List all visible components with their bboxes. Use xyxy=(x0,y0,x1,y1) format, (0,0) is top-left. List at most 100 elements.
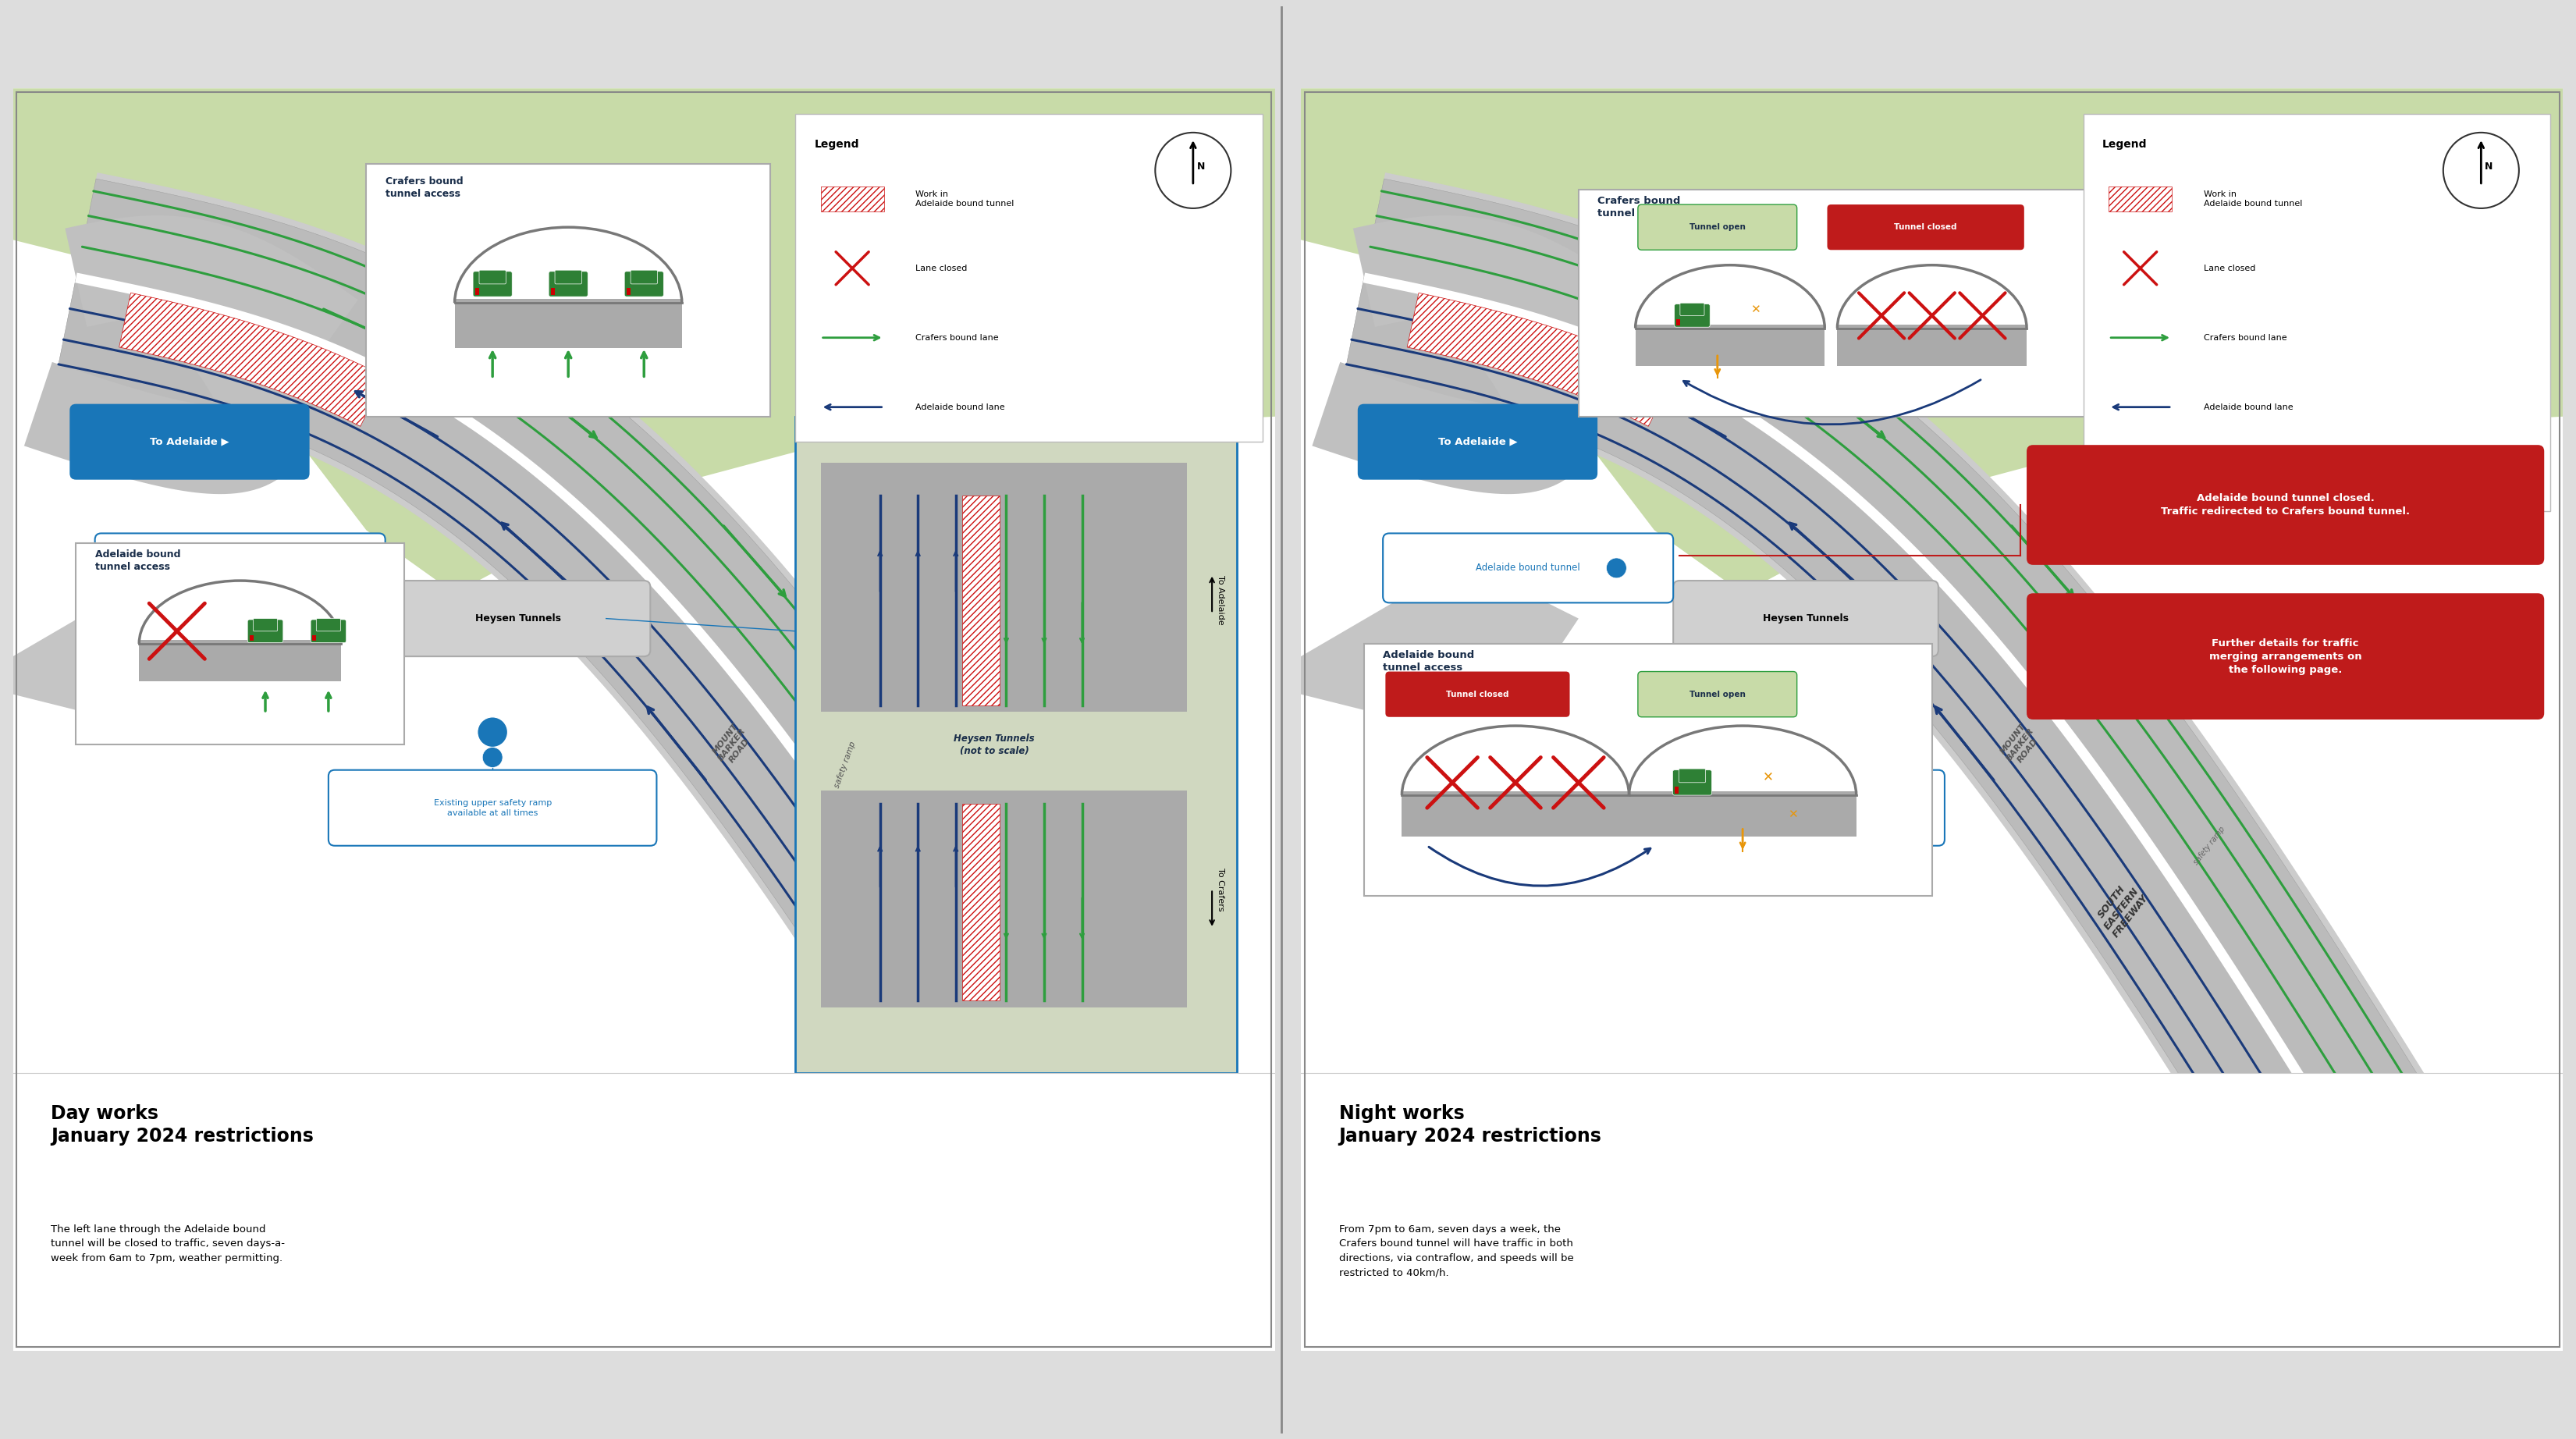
Bar xyxy=(796,416,1236,1073)
Text: From 7pm to 6am, seven days a week, the
Crafers bound tunnel will have traffic i: From 7pm to 6am, seven days a week, the … xyxy=(1340,1225,1574,1278)
FancyBboxPatch shape xyxy=(1638,204,1798,250)
Circle shape xyxy=(2442,132,2519,209)
Circle shape xyxy=(1607,558,1625,578)
Bar xyxy=(1365,643,1932,896)
Bar xyxy=(366,164,770,416)
Circle shape xyxy=(1765,717,1795,747)
Text: safety ramp: safety ramp xyxy=(904,825,938,866)
Text: To Adelaide ▶: To Adelaide ▶ xyxy=(1437,436,1517,448)
Bar xyxy=(822,186,884,212)
Polygon shape xyxy=(75,273,1190,1360)
Bar xyxy=(1677,319,1680,325)
Text: Heysen Tunnels: Heysen Tunnels xyxy=(1762,613,1850,623)
FancyBboxPatch shape xyxy=(1672,770,1710,796)
Text: safety ramp: safety ramp xyxy=(832,740,858,789)
Text: ✕: ✕ xyxy=(1788,809,1798,820)
Bar xyxy=(312,635,317,640)
Text: safety ramp: safety ramp xyxy=(2192,825,2226,866)
Polygon shape xyxy=(1345,178,2561,1412)
FancyBboxPatch shape xyxy=(247,620,283,643)
Text: Legend: Legend xyxy=(814,140,860,150)
FancyBboxPatch shape xyxy=(2228,1275,2468,1351)
Text: Measdays Bridge: Measdays Bridge xyxy=(907,1168,987,1179)
Text: Crafers bound
tunnel access: Crafers bound tunnel access xyxy=(1597,196,1680,219)
Text: Work in
Adelaide bound tunnel: Work in Adelaide bound tunnel xyxy=(914,190,1015,207)
Bar xyxy=(250,635,252,640)
FancyBboxPatch shape xyxy=(940,1275,1180,1351)
Text: Tunnel open: Tunnel open xyxy=(1690,223,1747,232)
Bar xyxy=(1401,791,1628,837)
FancyBboxPatch shape xyxy=(827,1140,1066,1209)
FancyBboxPatch shape xyxy=(623,272,665,296)
FancyBboxPatch shape xyxy=(554,271,582,283)
Text: Existing upper safety ramp
available at all times: Existing upper safety ramp available at … xyxy=(433,799,551,817)
Polygon shape xyxy=(13,568,291,720)
Polygon shape xyxy=(1342,173,2566,1415)
Text: Lane closed: Lane closed xyxy=(2202,265,2254,272)
Bar xyxy=(13,1073,1275,1351)
FancyBboxPatch shape xyxy=(1383,534,1674,603)
Polygon shape xyxy=(64,216,358,381)
Polygon shape xyxy=(1311,246,1597,494)
Text: ✕: ✕ xyxy=(1762,770,1772,783)
FancyBboxPatch shape xyxy=(1826,204,2025,250)
Text: Legend: Legend xyxy=(2102,140,2148,150)
FancyBboxPatch shape xyxy=(327,770,657,846)
Bar xyxy=(75,543,404,745)
Bar xyxy=(796,114,1262,442)
FancyBboxPatch shape xyxy=(70,404,309,479)
Text: Adelaide bound
tunnel access: Adelaide bound tunnel access xyxy=(95,550,180,571)
Bar xyxy=(626,288,631,295)
Circle shape xyxy=(2200,1114,2221,1134)
Bar xyxy=(1365,643,1932,896)
Text: To Adelaide: To Adelaide xyxy=(1216,576,1224,625)
Bar xyxy=(2084,114,2550,511)
Text: Crafers bound lane: Crafers bound lane xyxy=(914,334,999,341)
FancyBboxPatch shape xyxy=(1680,768,1705,783)
Text: Existing upper safety ramp
available at all times: Existing upper safety ramp available at … xyxy=(1721,799,1839,817)
FancyBboxPatch shape xyxy=(474,272,513,296)
Bar xyxy=(551,288,554,295)
Bar xyxy=(139,640,340,682)
Polygon shape xyxy=(1301,568,1579,720)
Text: Crafers bound lane: Crafers bound lane xyxy=(2202,334,2287,341)
Bar xyxy=(1579,190,2110,416)
Text: Adelaide bound tunnel closed.
Traffic redirected to Crafers bound tunnel.: Adelaide bound tunnel closed. Traffic re… xyxy=(2161,494,2411,517)
Bar xyxy=(75,543,404,745)
Bar xyxy=(1674,787,1680,793)
Text: MOUNT
BARKER
ROAD: MOUNT BARKER ROAD xyxy=(711,721,755,768)
Circle shape xyxy=(477,717,507,747)
Circle shape xyxy=(319,558,337,578)
Bar xyxy=(822,462,1188,712)
Text: Heysen Tunnels: Heysen Tunnels xyxy=(474,613,562,623)
Text: SOUTH
EASTERN
FREEWAY: SOUTH EASTERN FREEWAY xyxy=(804,878,863,940)
Text: Adelaide bound
tunnel access: Adelaide bound tunnel access xyxy=(1383,650,1473,672)
Circle shape xyxy=(1770,747,1790,767)
Text: Heysen Tunnels
(not to scale): Heysen Tunnels (not to scale) xyxy=(953,734,1036,755)
Text: Lane closed: Lane closed xyxy=(914,265,966,272)
FancyBboxPatch shape xyxy=(386,581,649,656)
Text: To Crafers: To Crafers xyxy=(1216,868,1224,911)
FancyBboxPatch shape xyxy=(549,272,587,296)
Circle shape xyxy=(482,747,502,767)
FancyBboxPatch shape xyxy=(1358,404,1597,479)
Bar xyxy=(1636,324,1824,366)
FancyBboxPatch shape xyxy=(1674,581,1937,656)
Bar xyxy=(822,790,1188,1007)
Polygon shape xyxy=(1352,216,1646,381)
Bar xyxy=(453,299,683,348)
Polygon shape xyxy=(118,294,386,426)
FancyBboxPatch shape xyxy=(2115,1140,2354,1209)
FancyBboxPatch shape xyxy=(479,271,505,283)
FancyBboxPatch shape xyxy=(2027,445,2545,566)
Text: Tunnel closed: Tunnel closed xyxy=(1893,223,1958,232)
Circle shape xyxy=(1154,132,1231,209)
Polygon shape xyxy=(23,246,309,494)
Polygon shape xyxy=(1406,294,1674,426)
Bar xyxy=(366,164,770,416)
Text: To Crafers ▶: To Crafers ▶ xyxy=(2313,1308,2383,1318)
Text: Day works
January 2024 restrictions: Day works January 2024 restrictions xyxy=(52,1105,314,1145)
Text: MOUNT
BARKER
ROAD: MOUNT BARKER ROAD xyxy=(1999,721,2043,768)
FancyBboxPatch shape xyxy=(1386,672,1569,717)
Text: Adelaide bound tunnel: Adelaide bound tunnel xyxy=(188,563,291,573)
